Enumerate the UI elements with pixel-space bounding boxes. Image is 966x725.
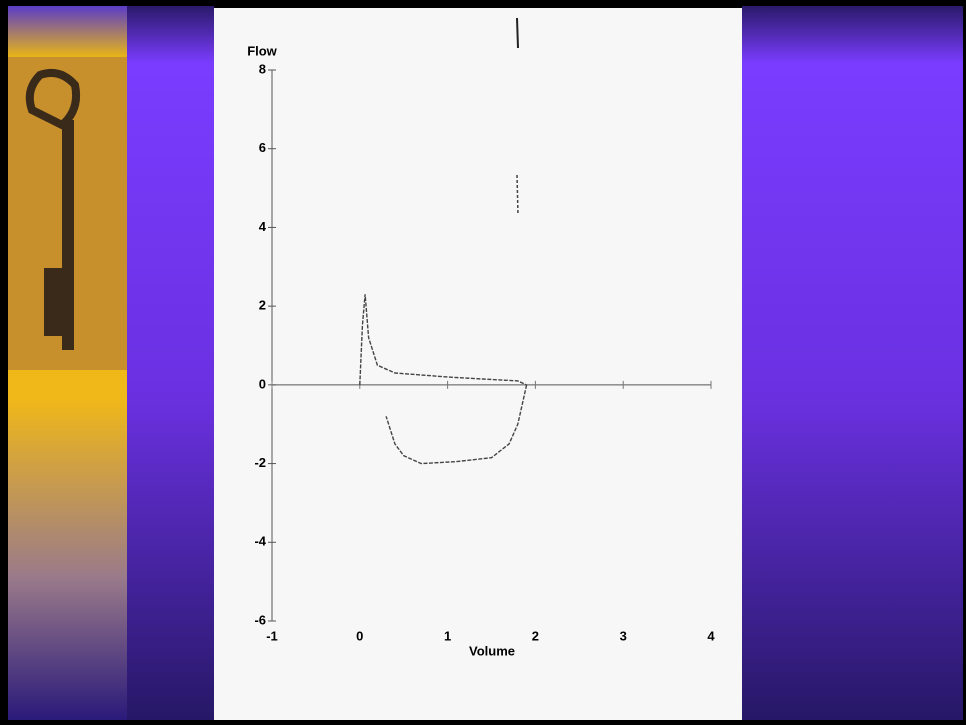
chart-panel	[214, 8, 742, 720]
y-axis-label: Flow	[247, 43, 277, 58]
y-tick-label: 0	[259, 376, 266, 391]
x-tick-label: 3	[620, 628, 627, 643]
slide: Flow Volume -6 -4 -2 0 2 4 6 8 -1 0 1 2 3 4	[0, 0, 966, 725]
page: {"chart_data": {"type": "line", "y_label…	[0, 0, 966, 725]
x-tick-label: 4	[707, 628, 715, 643]
scan-artifact	[517, 18, 518, 48]
x-tick-label: 1	[444, 628, 451, 643]
purple-strip	[127, 6, 214, 720]
y-tick-label: -2	[254, 455, 266, 470]
y-tick-label: -6	[254, 612, 266, 627]
x-tick-label: 0	[356, 628, 363, 643]
x-axis-label: Volume	[469, 643, 515, 658]
x-tick-label: 2	[532, 628, 539, 643]
x-tick-label: -1	[266, 628, 278, 643]
y-tick-label: 2	[259, 298, 266, 313]
key-picture	[8, 57, 127, 370]
y-tick-label: 4	[259, 219, 267, 234]
y-tick-label: 8	[259, 61, 266, 76]
purple-strip-right	[742, 6, 963, 720]
y-tick-label: 6	[259, 140, 266, 155]
y-tick-label: -4	[254, 534, 266, 549]
